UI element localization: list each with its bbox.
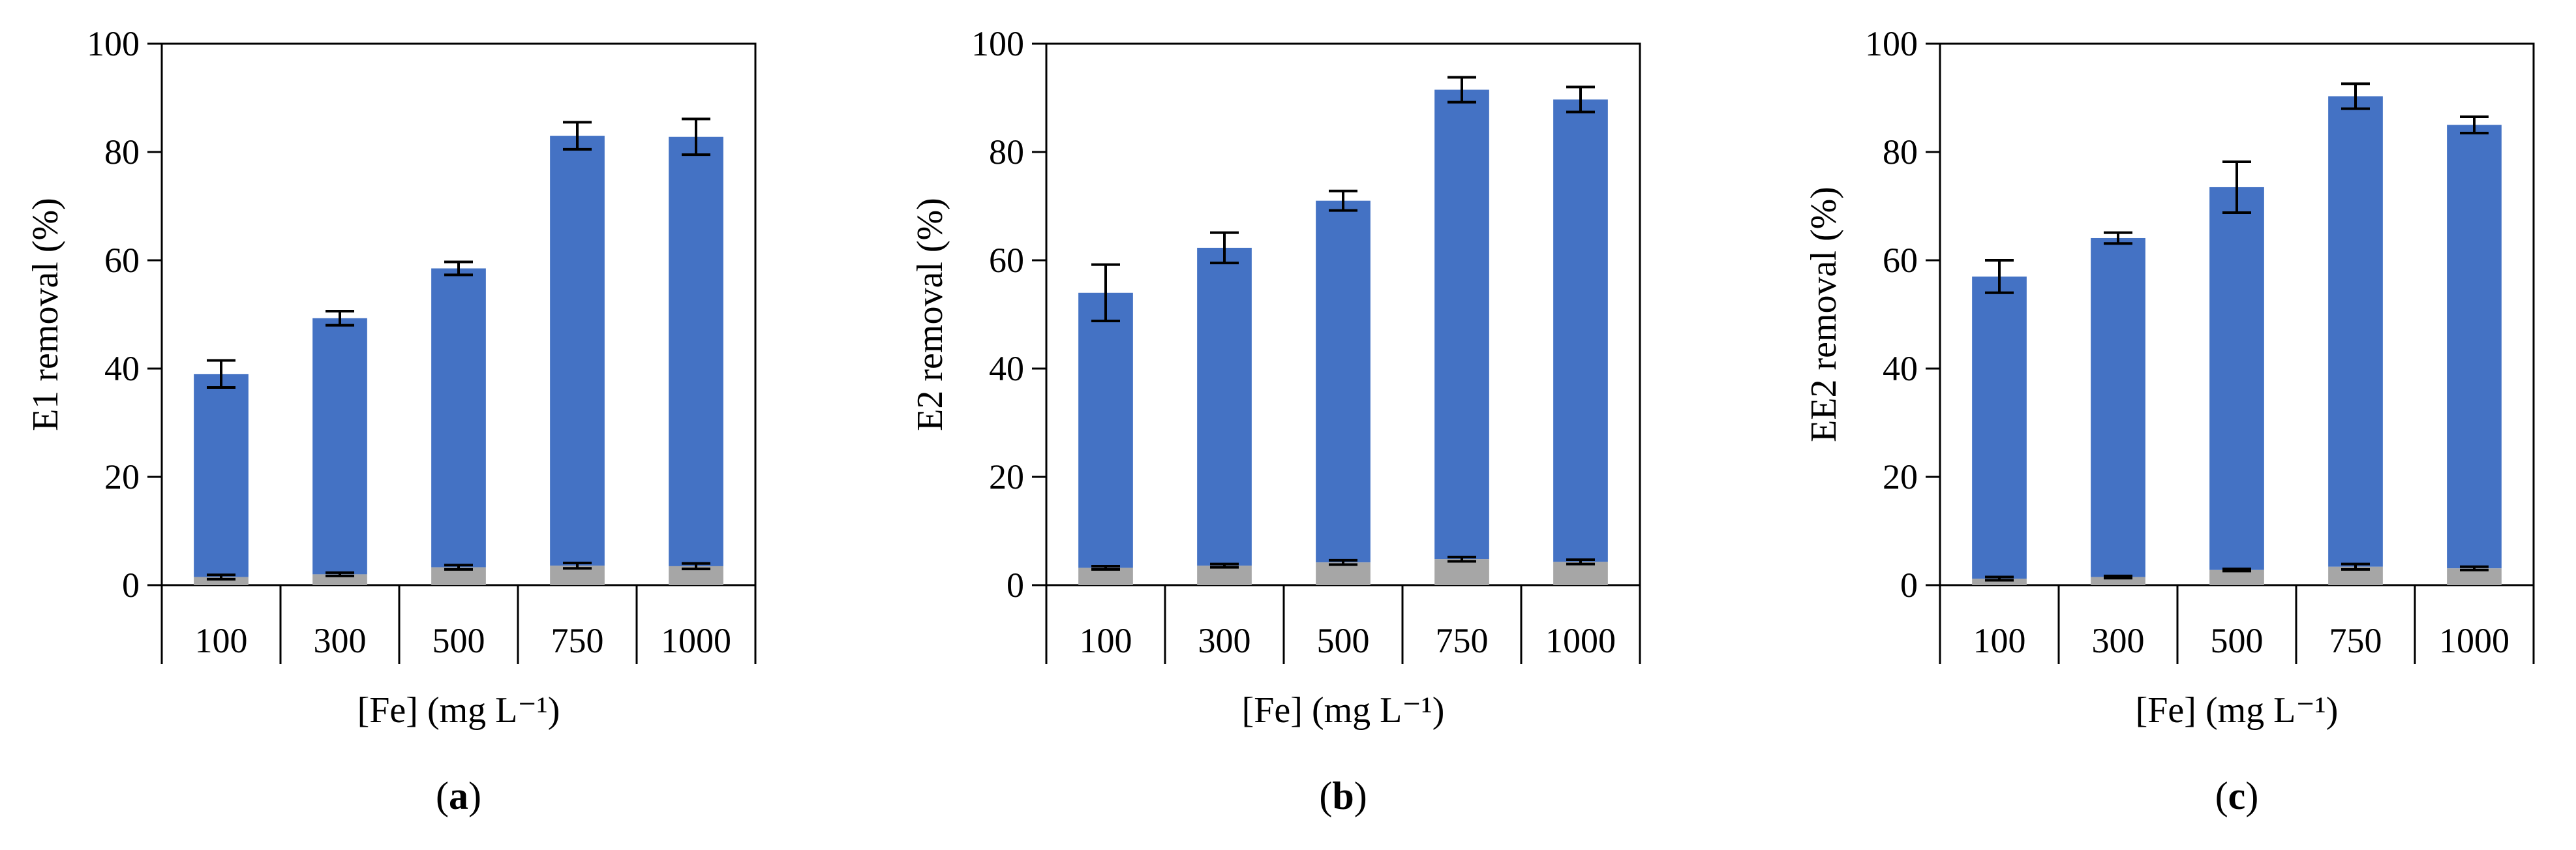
x-tick-label: 300: [1198, 621, 1251, 660]
y-tick-label: 20: [104, 457, 140, 496]
error-bar-total-500: [1329, 189, 1357, 212]
error-bar-total-1000: [1566, 85, 1595, 114]
panel-label: (c): [2215, 774, 2259, 817]
error-bar-lower-100: [1985, 575, 2014, 582]
y-tick-label: 100: [1865, 24, 1918, 63]
bar-total-500: [1316, 200, 1371, 563]
y-tick-label: 40: [1883, 349, 1918, 388]
bar-lower-750: [1434, 559, 1489, 585]
error-bar-lower-500: [444, 564, 473, 571]
x-tick-label: 750: [551, 621, 604, 660]
y-tick-label: 80: [104, 132, 140, 172]
y-tick-label: 60: [989, 241, 1024, 280]
x-tick-label: 750: [1436, 621, 1489, 660]
bar-total-100: [1972, 276, 2027, 579]
y-tick-label: 40: [104, 349, 140, 388]
bar-total-750: [1434, 89, 1489, 560]
panel-label: (a): [436, 774, 481, 817]
bar-total-1000: [669, 136, 723, 566]
error-bar-total-100: [1091, 263, 1120, 322]
x-axis-title: [Fe] (mg L⁻¹): [357, 690, 560, 731]
chart-panel-a: 0 20 40 60 80 100 100 300 500 750 1000 [Fe] (mg L⁻¹…: [25, 24, 757, 817]
error-bar-lower-750: [563, 561, 592, 570]
x-tick-label: 100: [195, 621, 248, 660]
error-bar-total-300: [1210, 231, 1239, 265]
bar-total-300: [2091, 237, 2145, 577]
error-bar-total-1000: [682, 117, 710, 157]
bar-total-300: [1197, 247, 1252, 566]
y-tick-label: 60: [1883, 241, 1918, 280]
x-tick-label: 1000: [2439, 621, 2509, 660]
bar-total-750: [2328, 96, 2383, 567]
y-tick-label: 20: [989, 457, 1024, 496]
error-bar-total-750: [2341, 82, 2370, 110]
error-bar-lower-300: [1210, 562, 1239, 569]
x-tick-label: 500: [2211, 621, 2264, 660]
error-bar-total-500: [2222, 160, 2251, 214]
y-axis-title: EE2 removal (%): [1804, 187, 1844, 442]
x-tick-label: 1000: [661, 621, 731, 660]
error-bar-total-500: [444, 260, 473, 277]
x-tick-label: 750: [2329, 621, 2382, 660]
y-tick-label: 100: [971, 24, 1024, 63]
x-tick-label: 100: [1080, 621, 1132, 660]
x-tick-label: 500: [1317, 621, 1370, 660]
error-bar-lower-750: [2341, 562, 2370, 571]
bar-lower-1000: [1553, 562, 1608, 585]
x-tick-label: 300: [2092, 621, 2145, 660]
chart-panel-b: 0 20 40 60 80 100 100 300 500 750 1000 [Fe] (mg L⁻¹…: [910, 24, 1641, 817]
y-axis-title: E1 removal (%): [25, 198, 66, 431]
bar-lower-500: [1316, 562, 1371, 585]
y-tick-label: 0: [122, 566, 140, 605]
error-bar-total-1000: [2460, 115, 2489, 134]
error-bar-lower-1000: [2460, 565, 2489, 571]
y-tick-label: 0: [1007, 566, 1024, 605]
error-bar-lower-100: [1091, 564, 1120, 571]
x-tick-label: 300: [314, 621, 367, 660]
bar-total-750: [550, 136, 605, 566]
chart-panel-c: 0 20 40 60 80 100 100 300 500 750 1000 [Fe] (mg L⁻¹…: [1804, 24, 2535, 817]
error-bar-total-300: [2104, 231, 2132, 245]
panel-label: (b): [1319, 774, 1367, 817]
error-bar-total-300: [326, 310, 354, 327]
bar-total-100: [194, 374, 249, 577]
x-axis-title: [Fe] (mg L⁻¹): [1242, 690, 1445, 731]
error-bar-total-750: [563, 121, 592, 151]
error-bar-lower-750: [1447, 555, 1476, 563]
bar-total-500: [431, 268, 486, 568]
y-tick-label: 20: [1883, 457, 1918, 496]
y-tick-label: 0: [1900, 566, 1918, 605]
error-bar-lower-1000: [682, 562, 710, 571]
bar-total-500: [2209, 187, 2264, 570]
y-tick-label: 80: [989, 132, 1024, 172]
error-bar-lower-500: [2222, 568, 2251, 573]
error-bar-total-750: [1447, 76, 1476, 104]
bar-lower-100: [1972, 579, 2027, 585]
y-tick-label: 80: [1883, 132, 1918, 172]
y-axis-title: E2 removal (%): [910, 198, 950, 431]
bar-total-1000: [1553, 99, 1608, 562]
error-bar-lower-300: [2104, 574, 2132, 580]
x-tick-label: 1000: [1545, 621, 1616, 660]
x-tick-label: 100: [1973, 621, 2026, 660]
bar-lower-300: [1197, 566, 1252, 585]
error-bar-lower-300: [326, 571, 354, 577]
x-axis-title: [Fe] (mg L⁻¹): [2136, 690, 2339, 731]
y-tick-label: 40: [989, 349, 1024, 388]
error-bar-lower-1000: [1566, 558, 1595, 566]
error-bar-total-100: [1985, 259, 2014, 294]
bar-total-300: [312, 318, 367, 575]
error-bar-total-100: [207, 359, 235, 389]
x-tick-label: 500: [432, 621, 485, 660]
y-tick-label: 100: [87, 24, 140, 63]
bar-total-100: [1078, 292, 1133, 568]
y-tick-label: 60: [104, 241, 140, 280]
error-bar-lower-500: [1329, 558, 1357, 566]
bar-lower-500: [2209, 569, 2264, 585]
error-bar-lower-100: [207, 573, 235, 581]
bar-total-1000: [2447, 125, 2502, 569]
